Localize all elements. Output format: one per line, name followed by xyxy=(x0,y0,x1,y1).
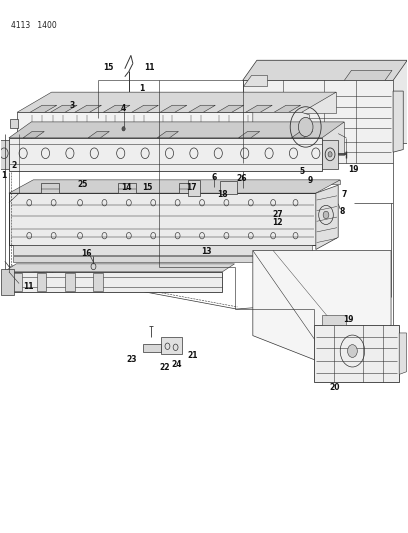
Polygon shape xyxy=(188,180,200,196)
Polygon shape xyxy=(322,140,338,168)
Circle shape xyxy=(323,211,329,219)
Polygon shape xyxy=(13,256,295,262)
Polygon shape xyxy=(9,138,322,171)
Text: 7: 7 xyxy=(341,190,347,199)
Polygon shape xyxy=(13,245,312,255)
Text: 3: 3 xyxy=(69,101,75,110)
Text: 27: 27 xyxy=(272,210,282,219)
Polygon shape xyxy=(160,105,187,112)
Text: 19: 19 xyxy=(348,165,359,174)
Circle shape xyxy=(328,152,332,157)
Polygon shape xyxy=(9,193,316,245)
Polygon shape xyxy=(10,119,18,128)
Polygon shape xyxy=(37,273,47,291)
Polygon shape xyxy=(1,269,14,295)
Polygon shape xyxy=(30,105,57,112)
Text: 1: 1 xyxy=(1,171,7,180)
Text: 15: 15 xyxy=(103,63,114,72)
Text: 5: 5 xyxy=(300,167,305,176)
Polygon shape xyxy=(243,80,393,163)
Text: 9: 9 xyxy=(308,176,313,185)
Circle shape xyxy=(348,345,357,358)
Polygon shape xyxy=(239,132,260,138)
Text: 14: 14 xyxy=(121,183,131,192)
Polygon shape xyxy=(399,333,406,374)
Text: 15: 15 xyxy=(142,183,152,192)
Polygon shape xyxy=(31,122,344,155)
Text: 1: 1 xyxy=(139,84,144,93)
Polygon shape xyxy=(217,105,244,112)
Text: 25: 25 xyxy=(77,180,87,189)
Text: 2: 2 xyxy=(11,161,16,170)
Polygon shape xyxy=(257,60,407,143)
Text: 13: 13 xyxy=(201,247,211,256)
Polygon shape xyxy=(243,60,407,80)
Polygon shape xyxy=(23,132,44,138)
Polygon shape xyxy=(4,264,235,272)
Polygon shape xyxy=(274,105,301,112)
Polygon shape xyxy=(9,122,344,138)
Text: 19: 19 xyxy=(343,315,354,324)
Text: 17: 17 xyxy=(186,183,197,192)
Polygon shape xyxy=(161,337,182,354)
Polygon shape xyxy=(246,105,272,112)
Polygon shape xyxy=(0,140,9,168)
Polygon shape xyxy=(344,70,392,80)
Polygon shape xyxy=(9,180,340,193)
Polygon shape xyxy=(179,182,197,193)
Polygon shape xyxy=(220,181,237,194)
Polygon shape xyxy=(50,105,77,112)
Circle shape xyxy=(122,127,125,131)
Polygon shape xyxy=(314,325,399,382)
Polygon shape xyxy=(65,273,75,291)
Polygon shape xyxy=(243,75,267,86)
Polygon shape xyxy=(93,273,103,291)
Polygon shape xyxy=(17,112,302,134)
Text: 16: 16 xyxy=(81,249,91,259)
Text: 18: 18 xyxy=(217,190,228,199)
Text: 26: 26 xyxy=(237,174,247,183)
Text: 12: 12 xyxy=(272,218,282,227)
Text: 11: 11 xyxy=(23,282,34,291)
Polygon shape xyxy=(103,105,130,112)
Text: 11: 11 xyxy=(144,63,154,71)
Text: 4: 4 xyxy=(121,103,126,112)
Text: 24: 24 xyxy=(171,360,182,369)
Text: 21: 21 xyxy=(187,351,198,360)
Polygon shape xyxy=(17,92,336,112)
Polygon shape xyxy=(51,92,336,114)
Polygon shape xyxy=(75,105,102,112)
Polygon shape xyxy=(132,105,158,112)
Polygon shape xyxy=(88,132,109,138)
Polygon shape xyxy=(33,180,340,184)
Polygon shape xyxy=(253,251,391,368)
Text: 20: 20 xyxy=(329,383,339,392)
Polygon shape xyxy=(188,105,215,112)
Polygon shape xyxy=(12,273,22,291)
Polygon shape xyxy=(322,316,346,325)
Text: 23: 23 xyxy=(126,355,137,364)
Circle shape xyxy=(298,117,313,136)
Polygon shape xyxy=(4,272,222,292)
Polygon shape xyxy=(157,132,178,138)
Polygon shape xyxy=(118,182,136,193)
Polygon shape xyxy=(316,185,338,249)
Text: 8: 8 xyxy=(339,207,345,216)
Text: 22: 22 xyxy=(160,363,170,372)
Text: 4113   1400: 4113 1400 xyxy=(11,21,57,30)
Text: 6: 6 xyxy=(212,173,217,182)
Polygon shape xyxy=(143,344,161,352)
Polygon shape xyxy=(253,112,310,131)
Polygon shape xyxy=(393,91,403,152)
Polygon shape xyxy=(41,182,58,193)
Polygon shape xyxy=(291,132,313,138)
